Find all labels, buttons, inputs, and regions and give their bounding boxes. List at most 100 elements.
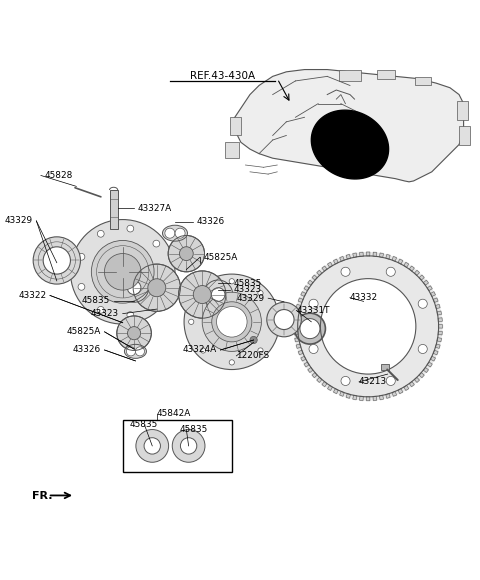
Polygon shape bbox=[296, 304, 301, 309]
Circle shape bbox=[168, 235, 204, 272]
Text: 45842A: 45842A bbox=[157, 409, 191, 418]
Circle shape bbox=[216, 307, 247, 337]
Polygon shape bbox=[404, 385, 408, 390]
Circle shape bbox=[321, 278, 416, 374]
Polygon shape bbox=[438, 331, 442, 335]
Circle shape bbox=[300, 318, 320, 339]
Text: REF.43-430A: REF.43-430A bbox=[190, 71, 255, 81]
Circle shape bbox=[204, 280, 233, 309]
Text: 1220FS: 1220FS bbox=[236, 351, 269, 360]
Circle shape bbox=[267, 302, 301, 337]
Bar bbox=[123, 419, 232, 472]
Polygon shape bbox=[435, 304, 440, 309]
Text: 43331T: 43331T bbox=[296, 306, 330, 315]
Polygon shape bbox=[340, 392, 344, 396]
Bar bbox=[381, 364, 389, 369]
Polygon shape bbox=[353, 253, 357, 258]
Polygon shape bbox=[386, 255, 390, 259]
Circle shape bbox=[250, 336, 257, 343]
Circle shape bbox=[229, 278, 234, 284]
Polygon shape bbox=[346, 255, 350, 259]
Circle shape bbox=[78, 253, 85, 260]
Polygon shape bbox=[380, 396, 384, 400]
Polygon shape bbox=[346, 394, 350, 398]
Circle shape bbox=[33, 237, 81, 284]
Ellipse shape bbox=[162, 225, 188, 241]
Polygon shape bbox=[327, 385, 333, 390]
Circle shape bbox=[165, 228, 175, 238]
Polygon shape bbox=[419, 275, 424, 280]
Polygon shape bbox=[334, 259, 338, 264]
Polygon shape bbox=[392, 392, 396, 396]
Text: 45828: 45828 bbox=[45, 171, 73, 180]
Bar bbox=[225, 142, 239, 158]
Circle shape bbox=[172, 430, 205, 462]
Circle shape bbox=[212, 302, 252, 342]
Text: 45835: 45835 bbox=[233, 278, 262, 288]
Polygon shape bbox=[419, 372, 424, 378]
Circle shape bbox=[153, 240, 160, 247]
Polygon shape bbox=[433, 298, 438, 302]
Polygon shape bbox=[232, 70, 464, 182]
Polygon shape bbox=[360, 252, 363, 256]
Polygon shape bbox=[404, 262, 408, 267]
Bar bbox=[338, 70, 361, 81]
Circle shape bbox=[127, 311, 134, 318]
Polygon shape bbox=[298, 298, 303, 302]
Circle shape bbox=[229, 360, 234, 365]
Text: 43326: 43326 bbox=[73, 346, 101, 354]
Circle shape bbox=[91, 241, 154, 303]
Circle shape bbox=[97, 230, 104, 237]
Polygon shape bbox=[334, 389, 338, 394]
Circle shape bbox=[202, 292, 262, 351]
Polygon shape bbox=[308, 280, 313, 285]
Circle shape bbox=[148, 279, 166, 297]
Circle shape bbox=[128, 327, 141, 340]
Bar bbox=[415, 77, 431, 85]
Ellipse shape bbox=[124, 345, 146, 358]
Circle shape bbox=[120, 273, 149, 302]
Circle shape bbox=[153, 296, 160, 303]
Circle shape bbox=[341, 267, 350, 276]
Polygon shape bbox=[414, 378, 420, 382]
Circle shape bbox=[184, 274, 279, 369]
Circle shape bbox=[295, 313, 325, 344]
Polygon shape bbox=[373, 396, 377, 401]
Polygon shape bbox=[294, 318, 298, 321]
Polygon shape bbox=[296, 344, 301, 349]
Polygon shape bbox=[308, 368, 313, 372]
Polygon shape bbox=[322, 266, 327, 271]
Text: 43329: 43329 bbox=[5, 216, 33, 226]
Polygon shape bbox=[295, 338, 299, 342]
Polygon shape bbox=[398, 389, 403, 394]
Circle shape bbox=[418, 299, 427, 309]
Polygon shape bbox=[327, 262, 333, 267]
Polygon shape bbox=[360, 396, 363, 401]
Polygon shape bbox=[427, 286, 432, 291]
Polygon shape bbox=[353, 396, 357, 400]
Circle shape bbox=[78, 284, 85, 290]
Polygon shape bbox=[423, 368, 429, 372]
Circle shape bbox=[341, 376, 350, 386]
Polygon shape bbox=[304, 286, 309, 291]
Bar bbox=[109, 190, 118, 229]
Circle shape bbox=[258, 291, 263, 296]
Text: 45825A: 45825A bbox=[204, 253, 238, 262]
Circle shape bbox=[136, 430, 168, 462]
Text: 43213: 43213 bbox=[359, 378, 387, 386]
Polygon shape bbox=[340, 256, 344, 261]
Polygon shape bbox=[398, 259, 403, 264]
Polygon shape bbox=[392, 256, 396, 261]
Text: 43327A: 43327A bbox=[138, 204, 172, 213]
Text: 43326: 43326 bbox=[197, 218, 225, 226]
Circle shape bbox=[127, 281, 141, 295]
Text: 45835: 45835 bbox=[82, 296, 110, 306]
Polygon shape bbox=[301, 292, 306, 296]
Polygon shape bbox=[380, 253, 384, 258]
Circle shape bbox=[135, 347, 144, 356]
Polygon shape bbox=[431, 356, 435, 361]
Polygon shape bbox=[437, 311, 442, 315]
Bar bbox=[459, 126, 470, 144]
Circle shape bbox=[180, 246, 193, 260]
Polygon shape bbox=[295, 311, 299, 315]
